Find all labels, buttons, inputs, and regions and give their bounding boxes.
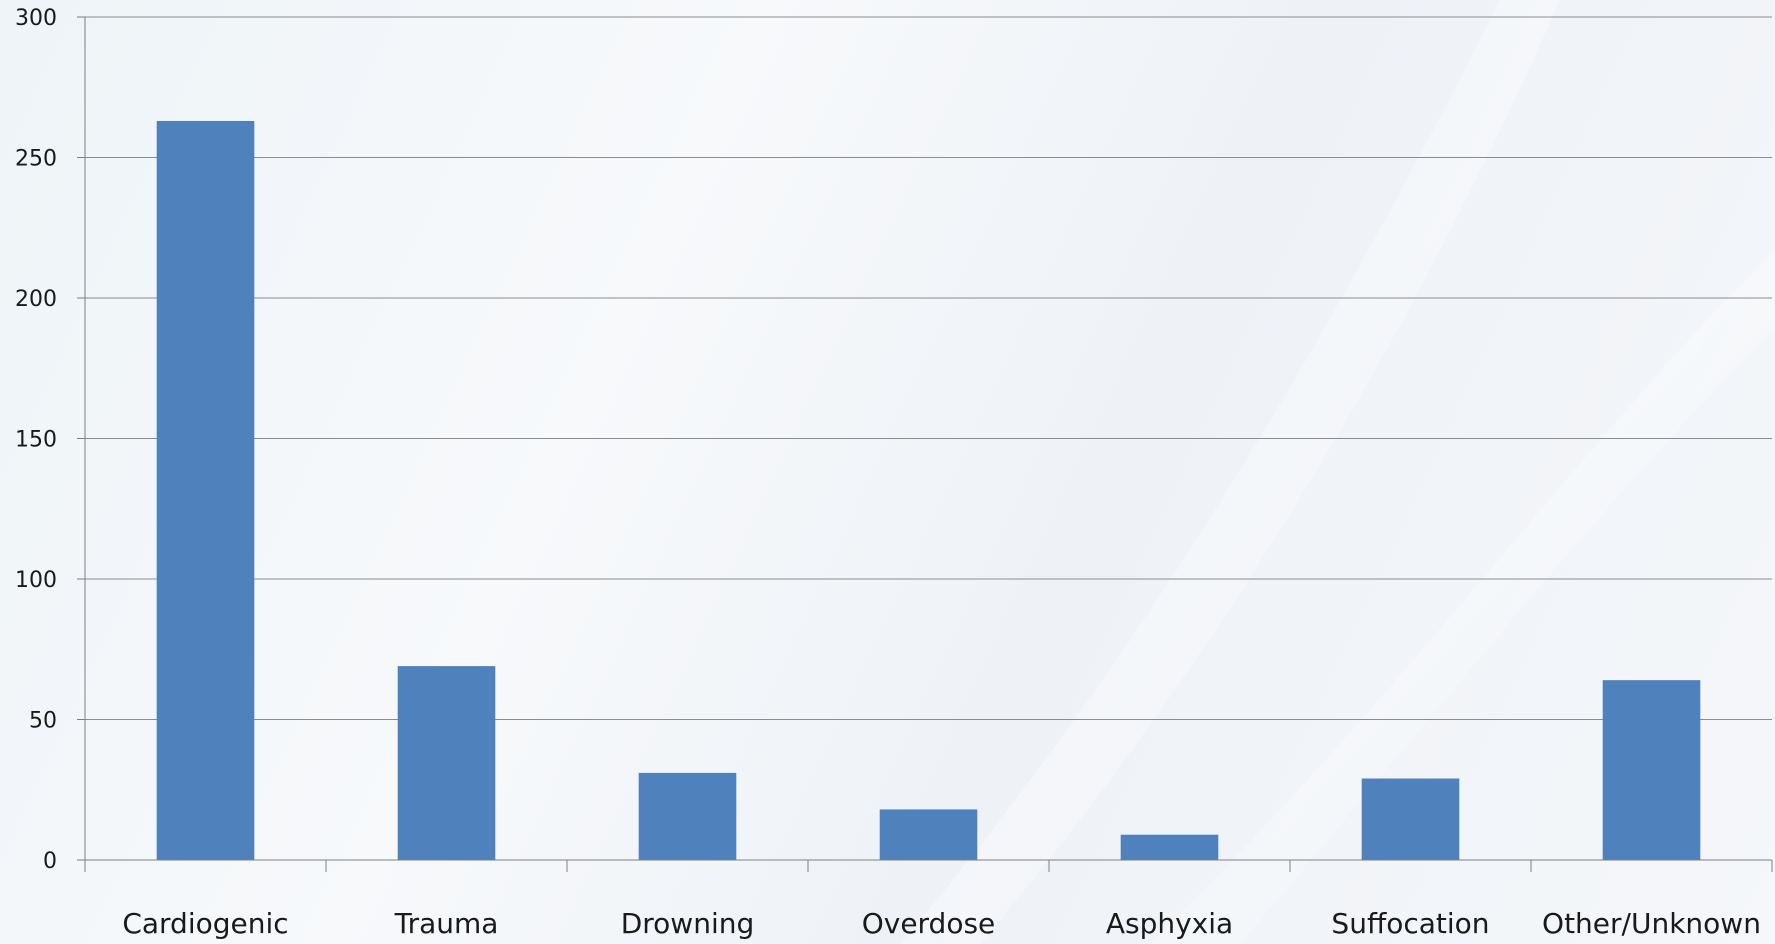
x-category-label: Other/Unknown [1542,907,1761,940]
bar-suffocation [1361,778,1460,860]
x-category-label: Drowning [621,907,755,940]
y-tick-label: 250 [15,147,57,172]
y-tick-label: 300 [15,6,57,31]
bar-cardiogenic [156,120,255,861]
x-category-label: Cardiogenic [122,907,288,940]
y-tick-label: 0 [43,849,57,874]
y-tick-label: 50 [29,709,57,734]
bar-trauma [397,666,496,860]
bar-asphyxia [1120,834,1219,860]
bar-overdose [879,809,978,860]
bar-other-unknown [1602,680,1701,860]
y-tick-label: 100 [15,568,57,593]
x-category-label: Suffocation [1331,907,1489,940]
x-category-label: Trauma [394,907,499,940]
x-category-label: Overdose [862,907,996,940]
gridlines [85,16,1772,720]
bars [156,120,1701,861]
y-tick-label: 150 [15,428,57,453]
axis-labels: 0 50 100 150 200 250 300 Cardiogenic Trauma Drown… [15,6,1761,940]
background-decoration [900,0,1775,944]
x-category-label: Asphyxia [1106,907,1233,940]
axes [77,16,1773,872]
y-tick-label: 200 [15,287,57,312]
bar-drowning [638,772,737,860]
